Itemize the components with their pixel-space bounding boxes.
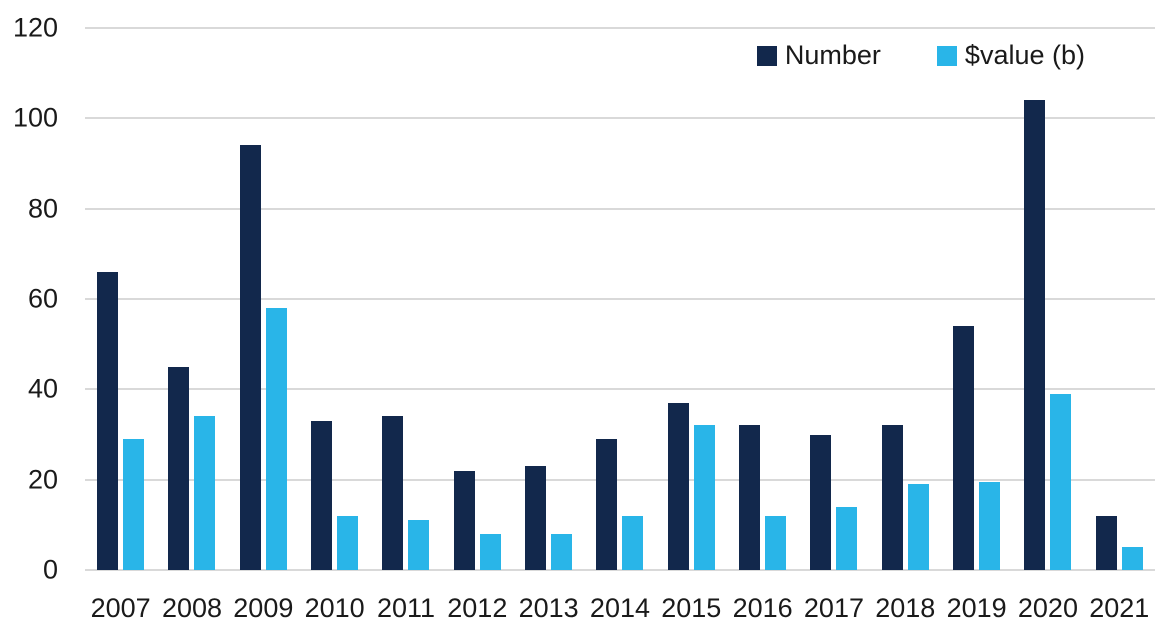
- y-tick-label: 40: [27, 373, 58, 404]
- bar-number: [453, 470, 475, 570]
- x-tick-label: 2012: [447, 593, 508, 623]
- x-tick-label: 2021: [1089, 593, 1150, 623]
- bar-value: [836, 506, 858, 570]
- legend-label-value: $value (b): [964, 40, 1085, 70]
- bar-number: [881, 425, 903, 570]
- x-tick-label: 2015: [661, 593, 722, 623]
- x-tick-label: 2017: [803, 593, 864, 623]
- bar-value: [123, 439, 145, 570]
- bar-group: [584, 28, 655, 570]
- bar-value: [479, 533, 501, 570]
- bar-number: [953, 326, 975, 570]
- bar-group: [370, 28, 441, 570]
- bar-group: [798, 28, 869, 570]
- bar-value: [622, 515, 644, 570]
- y-axis: 0 20 40 60 80 100 120: [0, 14, 58, 583]
- bar-groups: [85, 28, 1155, 570]
- bar-group: [656, 28, 727, 570]
- bar-value: [907, 484, 929, 570]
- x-tick-label: 2010: [304, 593, 365, 623]
- gridline: [85, 478, 1155, 481]
- bar-group: [299, 28, 370, 570]
- gridline: [85, 117, 1155, 120]
- x-tick-label: 2016: [732, 593, 793, 623]
- legend-swatch-value: [936, 45, 957, 66]
- x-tick-label: 2013: [518, 593, 579, 623]
- x-tick-label: 2009: [233, 593, 294, 623]
- bar-number: [596, 439, 618, 570]
- x-tick-label: 2011: [376, 593, 435, 623]
- bar-group: [442, 28, 513, 570]
- x-tick-label: 2008: [161, 593, 223, 623]
- bar-group: [1084, 28, 1155, 570]
- bar-number: [739, 425, 761, 570]
- bar-number: [1095, 515, 1117, 570]
- plot-area: [85, 27, 1155, 571]
- bar-number: [667, 402, 689, 570]
- bar-group: [513, 28, 584, 570]
- y-tick-label: 120: [12, 12, 58, 43]
- bar-number: [382, 416, 404, 570]
- bar-group: [1012, 28, 1083, 570]
- legend-item-value: $value (b): [936, 40, 1085, 71]
- chart-legend: Number $value (b): [756, 40, 1085, 71]
- bar-number: [97, 271, 119, 570]
- y-tick-label: 20: [27, 464, 58, 495]
- bar-group: [156, 28, 227, 570]
- gridline: [85, 27, 1155, 29]
- bar-number: [311, 420, 333, 570]
- x-tick-label: 2014: [589, 593, 650, 623]
- x-axis: 2007 2008 2009 2010 2011 2012 2013 2014 2015 2016…: [85, 590, 1155, 626]
- gridline: [85, 298, 1155, 300]
- bar-group: [870, 28, 941, 570]
- bar-number: [168, 366, 190, 570]
- bar-value: [551, 533, 573, 570]
- bar-value: [765, 515, 787, 570]
- bar-value: [194, 416, 216, 570]
- y-tick-label: 60: [27, 283, 58, 314]
- legend-swatch-number: [756, 45, 777, 66]
- gridline: [85, 388, 1155, 391]
- x-tick-label: 2018: [875, 593, 936, 623]
- bar-group: [228, 28, 299, 570]
- bar-value: [265, 308, 287, 570]
- x-tick-label: 2019: [946, 593, 1007, 623]
- bar-value: [1121, 547, 1143, 570]
- y-tick-label: 0: [42, 554, 58, 585]
- legend-label-number: Number: [784, 40, 881, 70]
- bar-number: [239, 145, 261, 570]
- bar-value: [337, 515, 359, 570]
- gridline: [85, 207, 1155, 210]
- x-tick-label: 2007: [90, 593, 151, 623]
- gridline: [85, 569, 1155, 571]
- bar-value: [1050, 393, 1072, 570]
- x-tick-label: 2020: [1017, 593, 1078, 623]
- legend-item-number: Number: [756, 40, 881, 71]
- bar-group: [941, 28, 1012, 570]
- bar-group: [85, 28, 156, 570]
- bar-value: [408, 520, 430, 570]
- bar-group: [727, 28, 798, 570]
- y-tick-label: 100: [12, 102, 58, 133]
- y-tick-label: 80: [27, 193, 58, 224]
- bar-number: [1024, 100, 1046, 570]
- bar-number: [810, 434, 832, 570]
- bar-number: [525, 466, 547, 570]
- bar-value: [693, 425, 715, 570]
- bar-value: [979, 481, 1001, 570]
